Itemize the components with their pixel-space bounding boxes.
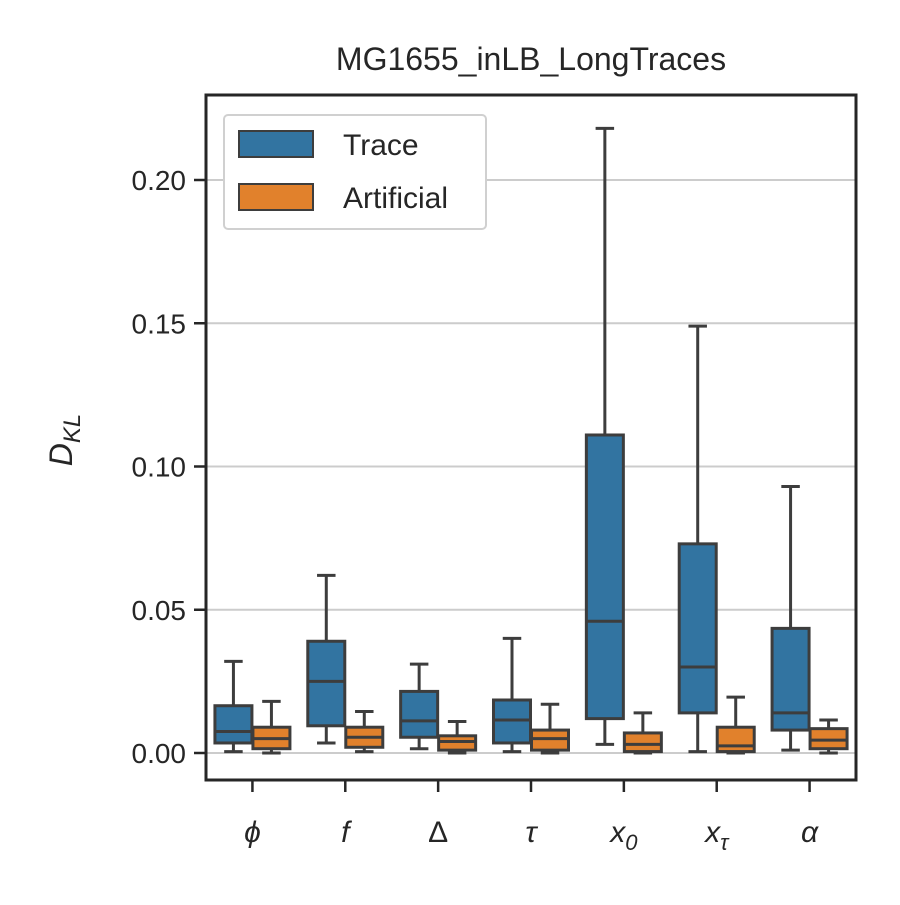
chart-title: MG1655_inLB_LongTraces: [336, 41, 726, 77]
box-trace-4: [584, 126, 625, 746]
box-artificial-4: [622, 711, 663, 755]
boxes: [213, 126, 849, 755]
box-iqr: [306, 639, 347, 728]
x-tick-label-1: f: [341, 816, 352, 849]
legend: Trace Artificial: [223, 114, 487, 230]
y-axis-label-sub: KL: [59, 414, 86, 443]
x-tick-label-0: ϕ: [244, 816, 261, 849]
x-tick-label-4: x0: [608, 816, 638, 855]
box-artificial-1: [344, 709, 385, 754]
box-trace-5: [677, 324, 718, 754]
box-iqr: [213, 704, 254, 745]
box-trace-3: [492, 636, 532, 754]
legend-swatch-trace: [238, 130, 314, 158]
box-iqr: [715, 725, 756, 754]
box-artificial-3: [530, 702, 570, 755]
x-tick-label-2: Δ: [428, 816, 448, 849]
y-tick-label-2: 0.10: [132, 452, 187, 483]
box-artificial-2: [437, 719, 478, 755]
legend-swatch-artificial: [238, 183, 314, 211]
x-tick-label-5: xτ: [703, 816, 730, 855]
y-axis-label: DKL: [43, 414, 86, 466]
box-trace-2: [399, 662, 440, 751]
box-artificial-6: [808, 718, 849, 755]
legend-label-artificial: Artificial: [343, 182, 448, 215]
x-tick-label-6: α: [801, 816, 819, 849]
y-tick-label-0: 0.00: [132, 738, 187, 769]
box-trace-1: [306, 573, 347, 745]
box-iqr: [399, 689, 440, 739]
box-trace-0: [213, 659, 254, 754]
legend-label-trace: Trace: [343, 129, 419, 162]
box-iqr: [584, 433, 625, 721]
box-artificial-0: [251, 699, 292, 755]
box-iqr: [770, 626, 811, 732]
y-tick-label-4: 0.20: [132, 165, 187, 196]
box-trace-6: [770, 485, 811, 752]
y-tick-label-3: 0.15: [132, 308, 187, 339]
box-iqr: [677, 542, 718, 715]
box-iqr: [622, 731, 663, 754]
x-tick-label-3: τ: [525, 816, 538, 849]
y-axis-label-main: D: [43, 443, 79, 466]
y-tick-label-1: 0.05: [132, 595, 187, 626]
y-ticks: 0.00 0.05 0.10 0.15 0.20: [132, 165, 206, 769]
box-artificial-5: [715, 695, 756, 755]
